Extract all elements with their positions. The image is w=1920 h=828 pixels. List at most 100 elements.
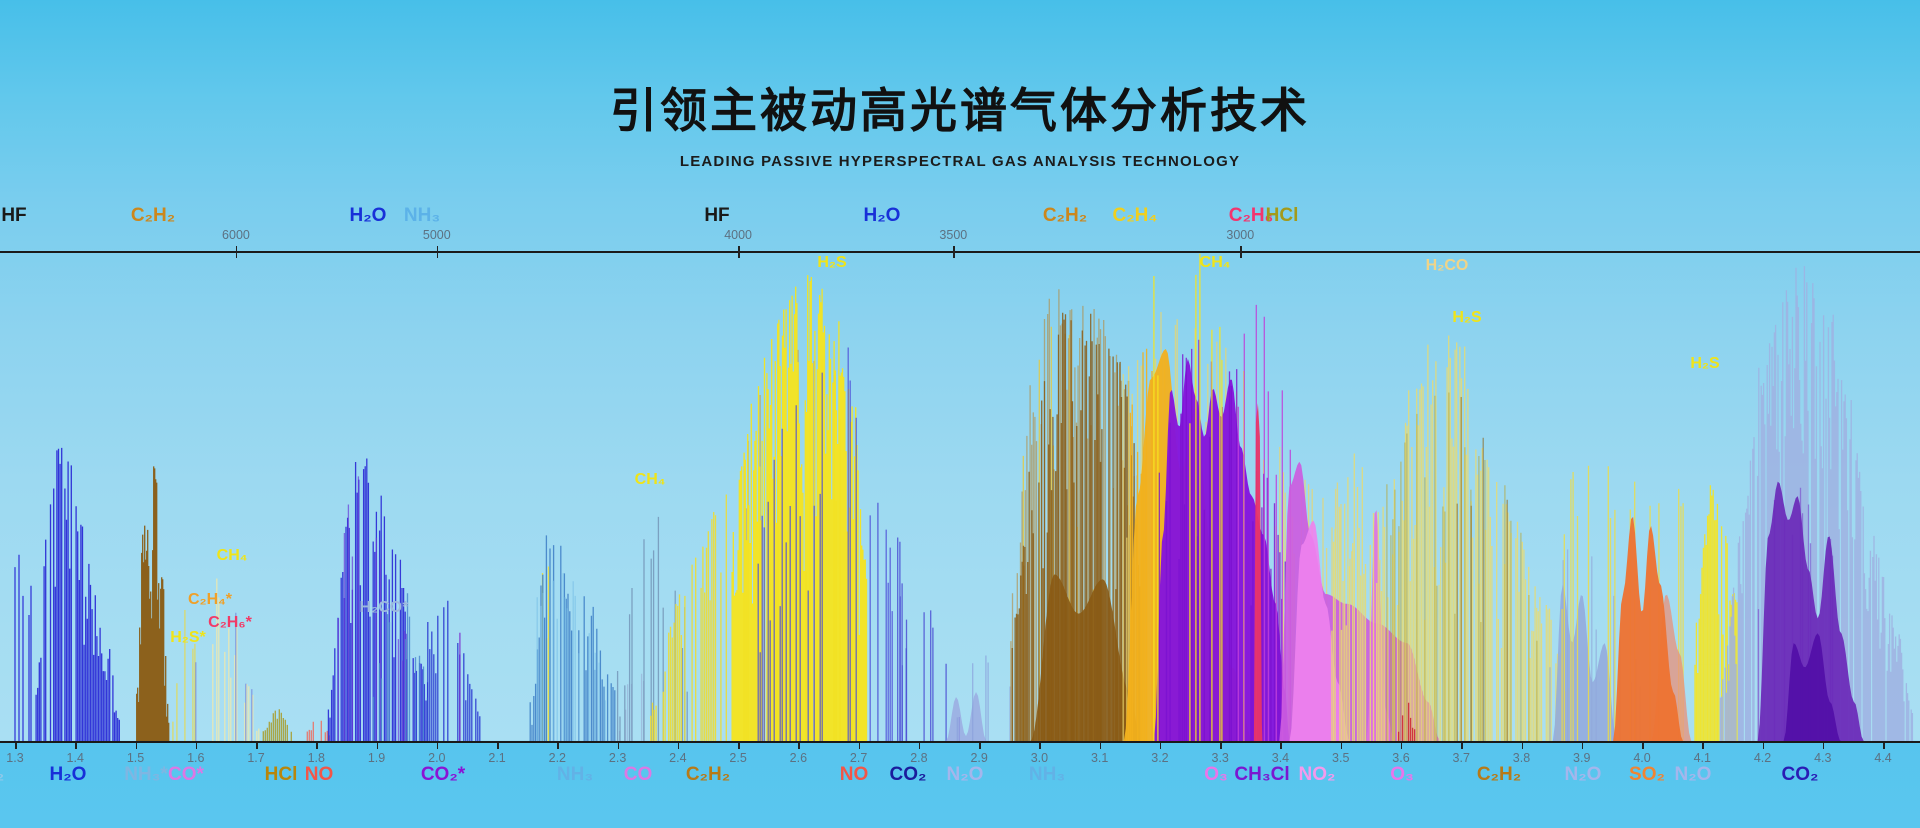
wavelength-tick-label: 4.4 xyxy=(1874,751,1892,765)
page-subtitle: LEADING PASSIVE HYPERSPECTRAL GAS ANALYS… xyxy=(679,153,1241,170)
band-CO₂ xyxy=(1783,633,1841,741)
wavelength-tick-label: 1.4 xyxy=(66,751,84,765)
band-H₂S xyxy=(731,275,868,741)
axis-tick xyxy=(316,743,318,749)
band-H₂O xyxy=(14,554,32,741)
top-axis-gas-label: HF xyxy=(704,205,730,226)
wavenumber-tick-label: 6000 xyxy=(222,228,250,242)
band-H₂O xyxy=(35,447,120,741)
axis-tick xyxy=(1340,743,1343,749)
top-axis-gas-label: NH₃ xyxy=(403,205,441,226)
wavelength-tick-label: 4.0 xyxy=(1633,751,1651,765)
wavelength-tick-label: 4.3 xyxy=(1814,751,1832,765)
axis-tick xyxy=(1240,246,1242,258)
bottom-axis-gas-label: ₂ xyxy=(0,765,4,784)
band-NH₃ xyxy=(536,573,606,741)
wavelength-tick-label: 2.0 xyxy=(428,751,446,765)
bottom-axis-gas-label: O₃ xyxy=(1390,764,1414,785)
band-C₂H₂ xyxy=(650,494,727,741)
band-N₂O xyxy=(946,692,987,741)
axis-tick xyxy=(677,743,680,749)
wavelength-tick-label: 4.1 xyxy=(1693,751,1711,765)
bottom-axis-gas-label: SO₂ xyxy=(1629,764,1665,785)
wavelength-tick-label: 3.1 xyxy=(1090,751,1109,765)
wavelength-tick-label: 1.3 xyxy=(6,751,24,765)
top-axis-gas-label: HCl xyxy=(1265,205,1299,226)
band-HCl xyxy=(262,709,292,741)
in-plot-gas-label: H₂S* xyxy=(170,629,206,646)
axis-tick xyxy=(1762,743,1765,749)
in-plot-gas-label: C₂H₄* xyxy=(187,591,233,608)
axis-tick xyxy=(1159,743,1162,749)
axis-tick xyxy=(738,246,740,258)
axis-tick xyxy=(1822,743,1825,749)
bottom-axis-gas-label: O₃ xyxy=(1204,764,1228,785)
axis-tick xyxy=(135,743,138,749)
axis-tick xyxy=(195,743,198,749)
wavelength-tick-label: 2.4 xyxy=(669,751,687,765)
band-CH₄ xyxy=(212,578,260,741)
wavelength-tick-label: 2.5 xyxy=(729,751,747,765)
band-NH₃* xyxy=(136,466,170,741)
wavenumber-tick-label: 3500 xyxy=(939,228,968,242)
bottom-axis-gas-label: NO xyxy=(304,764,334,785)
top-axis-gas-label: H₂O xyxy=(863,205,901,226)
in-plot-gas-label: C₂H₆* xyxy=(208,614,252,631)
axis-tick xyxy=(1039,743,1041,749)
wavelength-tick-label: 3.8 xyxy=(1512,751,1531,765)
axis-tick xyxy=(1400,743,1403,749)
wavelength-tick-label: 2.3 xyxy=(608,751,627,765)
wavelength-tick-label: 3.0 xyxy=(1030,751,1049,765)
band-N₂O xyxy=(1552,584,1617,741)
bottom-axis-gas-label: NH₃* xyxy=(124,764,168,785)
bottom-axis-gas-label: CO₂* xyxy=(420,764,466,785)
axis-tick xyxy=(617,743,620,749)
wavelength-tick-label: 3.2 xyxy=(1151,751,1169,765)
bottom-axis-gas-label: N₂O xyxy=(1564,764,1602,785)
page-title: 引领主被动高光谱气体分析技术 xyxy=(610,84,1310,137)
axis-tick xyxy=(1099,743,1102,749)
bottom-axis-gas-label: CH₃Cl xyxy=(1234,764,1290,785)
axis-tick xyxy=(497,743,499,749)
band-H₂S xyxy=(757,347,907,741)
band-H₂O xyxy=(337,476,408,741)
axis-tick xyxy=(918,743,921,749)
bottom-axis-gas-label: C₂H₂ xyxy=(685,764,731,785)
top-axis-gas-label: C₂H₂ xyxy=(1042,205,1088,226)
axis-tick xyxy=(1220,743,1222,749)
band-O₃ xyxy=(1397,702,1416,741)
bottom-axis-gas-label: NH₃ xyxy=(1028,764,1066,785)
wavelength-tick-label: 3.5 xyxy=(1332,751,1350,765)
top-axis-gas-label: C₂H₂ xyxy=(130,205,176,226)
bottom-axis-gas-label: CO₂ xyxy=(889,764,927,785)
wavenumber-tick-label: 4000 xyxy=(724,228,753,242)
wavelength-tick-label: 3.4 xyxy=(1271,751,1290,765)
band-CH₄ xyxy=(195,612,253,741)
band-C₂H₂ xyxy=(1456,397,1508,741)
band-C₂H₂ xyxy=(1030,574,1141,741)
wavelength-tick-label: 2.2 xyxy=(548,751,567,765)
band-H₂CO* xyxy=(372,593,429,741)
wavelength-tick-label: 3.3 xyxy=(1211,751,1229,765)
top-axis-gas-label: H₂O xyxy=(349,205,387,226)
bottom-axis-gas-label: N₂O xyxy=(1674,764,1712,785)
axis-tick xyxy=(979,743,981,749)
top-axis-gas-label: C₂H₄ xyxy=(1112,205,1158,226)
bottom-axis-gas-label: C₂H₂ xyxy=(1476,764,1522,785)
axis-tick xyxy=(15,743,17,749)
wavelength-tick-label: 3.7 xyxy=(1452,751,1470,765)
axis-tick xyxy=(1702,743,1704,749)
axis-tick xyxy=(256,743,258,749)
axis-tick xyxy=(738,743,740,749)
bottom-axis-gas-label: NO₂ xyxy=(1298,764,1336,785)
wavelength-tick-label: 2.8 xyxy=(910,751,928,765)
bottom-axis-gas-label: N₂O xyxy=(946,764,984,785)
wavenumber-tick-label: 5000 xyxy=(422,228,451,242)
axis-tick xyxy=(858,743,861,749)
wavelength-tick-label: 1.6 xyxy=(187,751,205,765)
wavelength-tick-label: 4.2 xyxy=(1753,751,1772,765)
wavelength-tick-label: 3.9 xyxy=(1573,751,1591,765)
axis-tick xyxy=(1280,743,1282,749)
in-plot-gas-label: CH₄ xyxy=(1199,254,1231,271)
